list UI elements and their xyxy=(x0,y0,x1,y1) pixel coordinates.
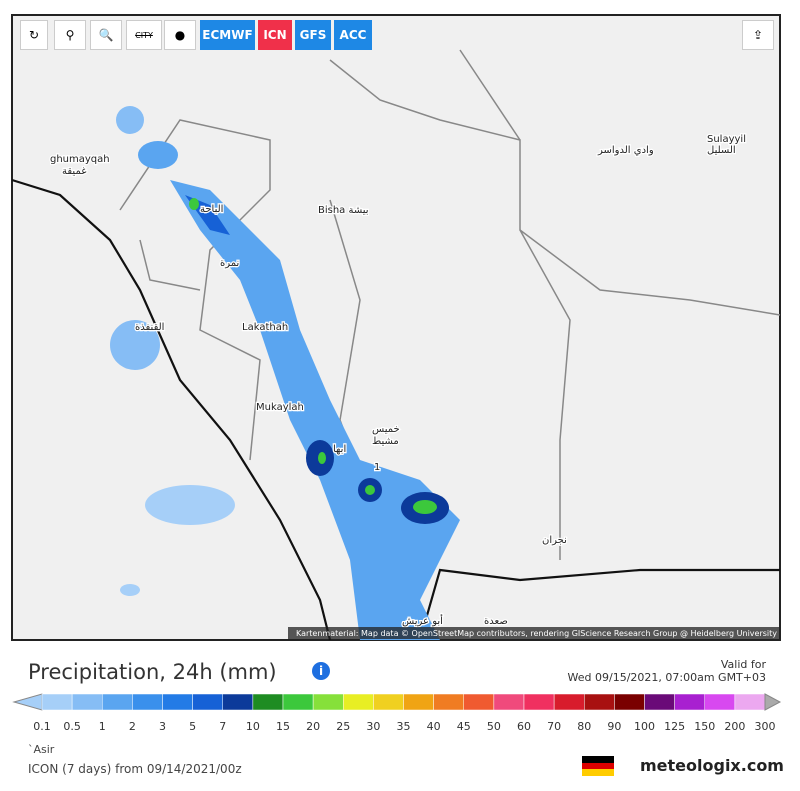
region: `Asir xyxy=(28,743,55,756)
place-label: نمرة xyxy=(220,258,239,269)
legend-swatch xyxy=(463,693,495,711)
brand: meteologix.com xyxy=(640,756,784,775)
legend-label: 100 xyxy=(634,720,655,733)
legend-swatch xyxy=(41,693,73,711)
map[interactable]: ghumayqah غميقة الباحة Bisha بيشة وادي ا… xyxy=(0,0,800,645)
place-label: غميقة xyxy=(62,166,86,177)
legend-label: 150 xyxy=(694,720,715,733)
legend-label: 200 xyxy=(724,720,745,733)
legend-swatch xyxy=(644,693,675,711)
legend-label: 40 xyxy=(427,720,441,733)
model-button[interactable]: GFS xyxy=(295,20,331,50)
place-label: مشيط xyxy=(372,436,399,447)
model-button[interactable]: ECMWF xyxy=(200,20,255,50)
model-button[interactable]: ICN xyxy=(258,20,292,50)
legend-swatch xyxy=(734,693,766,711)
legend-swatch xyxy=(102,693,133,711)
legend-label: 80 xyxy=(577,720,591,733)
attribution-bg xyxy=(288,627,780,639)
place-label: خميس xyxy=(372,424,400,435)
place-label: نجران xyxy=(542,535,567,546)
valid-time: Wed 09/15/2021, 07:00am GMT+03 xyxy=(567,671,766,684)
legend-label: 45 xyxy=(457,720,471,733)
legend-swatch xyxy=(523,693,555,711)
legend-label: 0.5 xyxy=(63,720,81,733)
legend-label: 0.1 xyxy=(33,720,51,733)
city-toggle[interactable]: CITY xyxy=(126,20,162,50)
legend: 0.1 0.5 1 2 3 5 7 10 15 20 25 30 35 40 45 50 60 70 80 90 100… xyxy=(12,693,782,733)
place-labels: ghumayqah غميقة الباحة Bisha بيشة وادي ا… xyxy=(49,133,747,629)
legend-swatch xyxy=(493,693,525,711)
legend-label: 2 xyxy=(129,720,136,733)
place-label: الباحة xyxy=(200,204,223,215)
legend-label: 125 xyxy=(664,720,685,733)
legend-swatch xyxy=(162,693,193,711)
legend-label: 20 xyxy=(306,720,320,733)
place-label: ghumayqah xyxy=(50,154,110,165)
marker-button[interactable]: ● xyxy=(164,20,196,50)
legend-label: 90 xyxy=(607,720,621,733)
attribution: Kartenmaterial: Map data © OpenStreetMap… xyxy=(296,629,777,638)
legend-swatch xyxy=(312,693,344,711)
place-label: Bisha بيشة xyxy=(318,205,369,216)
legend-arrow-right xyxy=(764,693,782,711)
location-button[interactable]: ⚲ xyxy=(54,20,86,50)
place-label: Mukaylah xyxy=(256,402,304,413)
zoom-button[interactable]: 🔍 xyxy=(90,20,122,50)
precipitation xyxy=(110,106,460,640)
legend-arrow-left xyxy=(12,693,43,711)
coastline xyxy=(11,178,780,641)
flag xyxy=(582,756,614,776)
place-label: ابها xyxy=(333,444,346,455)
valid-label: Valid for xyxy=(720,658,766,671)
legend-swatch xyxy=(584,693,615,711)
legend-swatch xyxy=(433,693,464,711)
legend-swatch xyxy=(71,693,103,711)
place-label: السليل xyxy=(707,145,736,156)
place-label: Sulayyil xyxy=(707,134,746,145)
legend-label: 300 xyxy=(755,720,776,733)
place-label: Lakathah xyxy=(242,322,288,333)
legend-swatch xyxy=(403,693,434,711)
legend-swatch xyxy=(373,693,404,711)
info-icon[interactable]: i xyxy=(312,662,330,680)
title: Precipitation, 24h (mm) xyxy=(28,660,277,684)
legend-swatch xyxy=(252,693,284,711)
legend-label: 30 xyxy=(366,720,380,733)
reset-button[interactable]: ↻ xyxy=(20,20,48,50)
legend-swatch xyxy=(222,693,254,711)
legend-swatch xyxy=(704,693,736,711)
legend-label: 1 xyxy=(99,720,106,733)
legend-label: 10 xyxy=(246,720,260,733)
legend-swatch xyxy=(192,693,223,711)
legend-swatch xyxy=(614,693,645,711)
legend-swatch xyxy=(674,693,705,711)
model-button[interactable]: ACC xyxy=(334,20,372,50)
place-label: 1 xyxy=(374,462,380,473)
legend-swatch xyxy=(343,693,374,711)
legend-swatch xyxy=(132,693,163,711)
place-label: أبو عريش xyxy=(402,614,443,627)
valid-block: Valid for Wed 09/15/2021, 07:00am GMT+03 xyxy=(568,658,766,684)
legend-label: 25 xyxy=(336,720,350,733)
legend-label: 35 xyxy=(397,720,411,733)
legend-label: 50 xyxy=(487,720,501,733)
legend-label: 70 xyxy=(547,720,561,733)
place-label: وادي الدواسر xyxy=(597,145,654,156)
legend-label: 7 xyxy=(219,720,226,733)
model-run: ICON (7 days) from 09/14/2021/00z xyxy=(28,762,242,776)
legend-label: 15 xyxy=(276,720,290,733)
place-label: صعدة xyxy=(484,616,508,627)
share-button[interactable]: ⇪ xyxy=(742,20,774,50)
legend-swatch xyxy=(282,693,314,711)
place-label: القنفذة xyxy=(135,322,164,333)
legend-label: 3 xyxy=(159,720,166,733)
legend-label: 60 xyxy=(517,720,531,733)
legend-swatch xyxy=(553,693,585,711)
legend-label: 5 xyxy=(189,720,196,733)
